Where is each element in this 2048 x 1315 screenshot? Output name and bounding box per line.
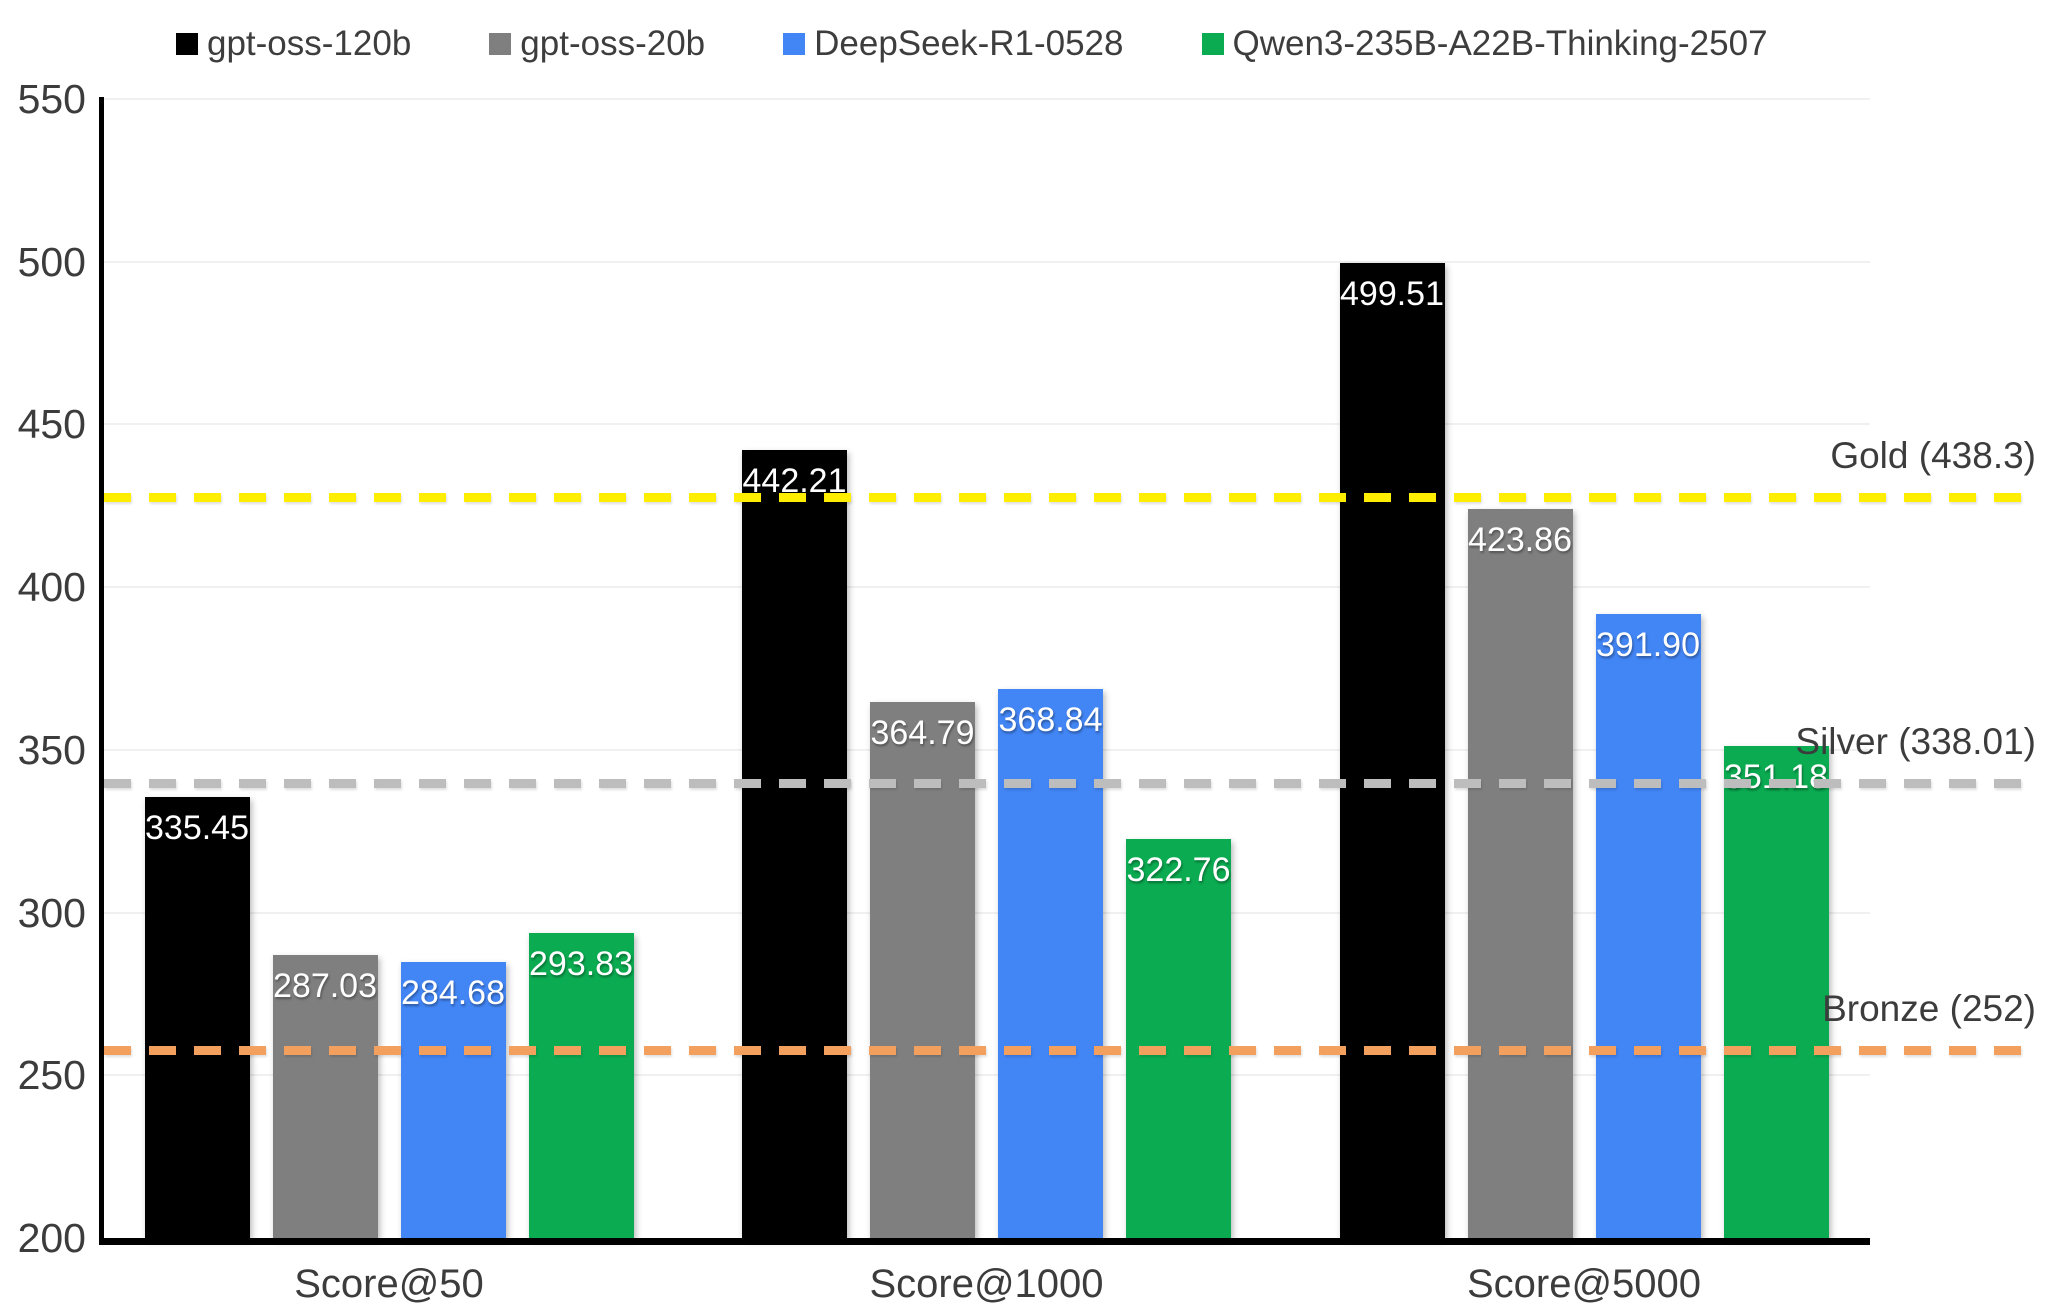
bar-gpt-oss-20b-score@5000: 423.86 bbox=[1467, 509, 1573, 1238]
legend-item-gpt-oss-20b: gpt-oss-20b bbox=[489, 24, 705, 64]
x-category-label-score@1000: Score@1000 bbox=[869, 1262, 1104, 1306]
x-axis-line bbox=[99, 1238, 1870, 1245]
gridline-250 bbox=[102, 1074, 1870, 1077]
bronze-threshold-label: Bronze (252) bbox=[1822, 987, 2036, 1029]
bar-qwen3-235b-a22b-thinking-2507-score@1000: 322.76 bbox=[1126, 838, 1231, 1238]
bar-value-label: 499.51 bbox=[1340, 275, 1444, 314]
gridline-400 bbox=[102, 586, 1870, 589]
legend-swatch-icon bbox=[783, 33, 806, 55]
gold-threshold-label: Gold (438.3) bbox=[1830, 434, 2036, 476]
y-tick-label-500: 500 bbox=[17, 238, 86, 285]
bar-value-label: 287.03 bbox=[273, 966, 377, 1005]
bar-value-label: 322.76 bbox=[1126, 850, 1231, 889]
x-category-label-score@5000: Score@5000 bbox=[1466, 1262, 1702, 1306]
y-tick-label-450: 450 bbox=[17, 401, 86, 448]
bar-value-label: 364.79 bbox=[870, 713, 975, 752]
bar-qwen3-235b-a22b-thinking-2507-score@50: 293.83 bbox=[528, 932, 634, 1238]
gridline-300 bbox=[102, 911, 1870, 914]
legend-swatch-icon bbox=[176, 33, 198, 55]
bar-deepseek-r1-0528-score@1000: 368.84 bbox=[998, 688, 1103, 1238]
bronze-threshold-line bbox=[104, 1045, 2022, 1055]
x-category-label-score@50: Score@50 bbox=[294, 1262, 484, 1306]
legend-item-deepseek-r1-0528: DeepSeek-R1-0528 bbox=[783, 24, 1124, 64]
bar-value-label: 293.83 bbox=[529, 944, 633, 983]
y-tick-label-300: 300 bbox=[17, 889, 86, 936]
legend-item-qwen3-235b-a22b-thinking-2507: Qwen3-235B-A22B-Thinking-2507 bbox=[1201, 24, 1768, 64]
bar-gpt-oss-120b-score@50: 335.45 bbox=[144, 797, 250, 1238]
y-axis-line bbox=[99, 97, 104, 1244]
y-tick-label-550: 550 bbox=[17, 76, 86, 122]
bar-qwen3-235b-a22b-thinking-2507-score@5000: 351.18 bbox=[1723, 746, 1829, 1238]
bar-value-label: 391.90 bbox=[1596, 625, 1700, 664]
legend-label: DeepSeek-R1-0528 bbox=[814, 24, 1124, 63]
bar-value-label: 368.84 bbox=[998, 700, 1103, 739]
gridline-450 bbox=[102, 423, 1870, 426]
legend-label: gpt-oss-120b bbox=[207, 24, 412, 63]
legend-swatch-icon bbox=[1201, 33, 1224, 55]
bar-value-label: 423.86 bbox=[1468, 521, 1572, 560]
legend-label: Qwen3-235B-A22B-Thinking-2507 bbox=[1232, 24, 1768, 63]
gridline-550 bbox=[102, 98, 1870, 100]
bar-value-label: 284.68 bbox=[401, 974, 505, 1013]
silver-threshold-line bbox=[104, 779, 2022, 789]
y-tick-label-250: 250 bbox=[17, 1052, 86, 1099]
bar-gpt-oss-120b-score@1000: 442.21 bbox=[742, 449, 847, 1238]
legend-label: gpt-oss-20b bbox=[520, 24, 706, 63]
y-tick-label-350: 350 bbox=[17, 726, 86, 773]
gridline-350 bbox=[102, 748, 1870, 751]
legend-swatch-icon bbox=[489, 33, 512, 55]
bar-value-label: 335.45 bbox=[145, 809, 249, 848]
bar-deepseek-r1-0528-score@5000: 391.90 bbox=[1595, 613, 1701, 1238]
chart-legend: gpt-oss-120b gpt-oss-20b DeepSeek-R1-0528 Q… bbox=[0, 16, 2048, 72]
bar-gpt-oss-20b-score@50: 287.03 bbox=[272, 954, 378, 1238]
bar-gpt-oss-120b-score@5000: 499.51 bbox=[1339, 263, 1445, 1238]
gold-threshold-line bbox=[104, 492, 2022, 502]
bar-value-label: 351.18 bbox=[1724, 758, 1828, 797]
bar-deepseek-r1-0528-score@50: 284.68 bbox=[400, 962, 506, 1238]
y-tick-label-400: 400 bbox=[17, 564, 86, 611]
legend-item-gpt-oss-120b: gpt-oss-120b bbox=[176, 24, 411, 64]
gridline-500 bbox=[102, 260, 1870, 263]
silver-threshold-label: Silver (338.01) bbox=[1795, 721, 2036, 763]
bar-gpt-oss-20b-score@1000: 364.79 bbox=[870, 701, 975, 1238]
y-tick-label-200: 200 bbox=[17, 1215, 86, 1261]
